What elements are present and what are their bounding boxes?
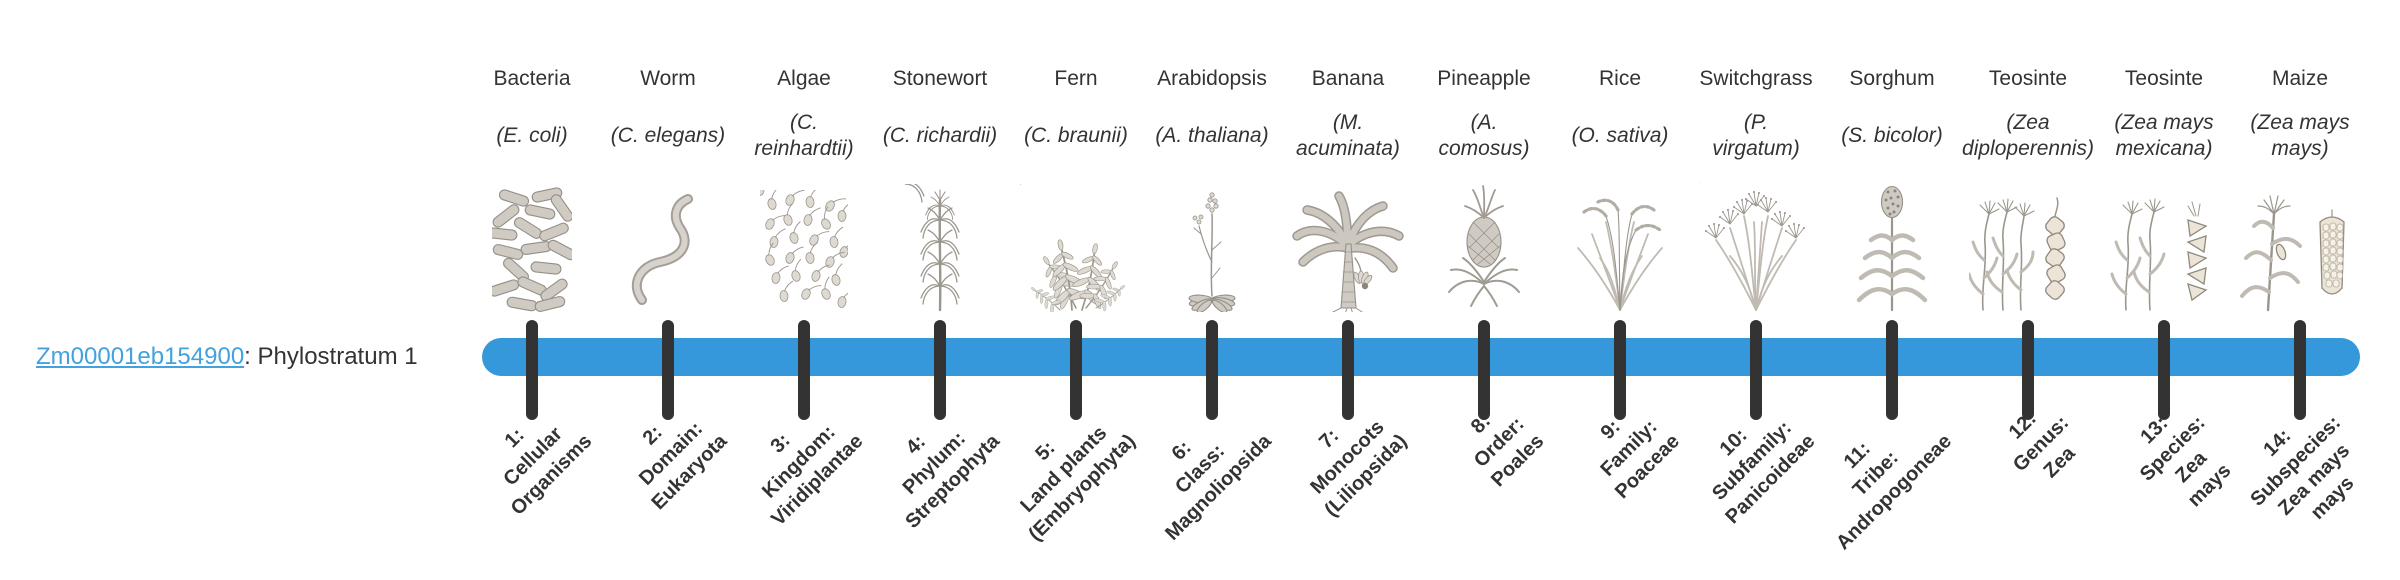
organism-label: Teosinte (Zea mays mexicana) <box>2074 66 2254 162</box>
stratum-label: 8: Order: Poales <box>1466 409 1548 492</box>
organism-label: Stonewort (C. richardii) <box>850 66 1030 162</box>
stratum-label: 13: Species: Zea mays <box>2135 411 2236 512</box>
stratum-label: 11: Tribe: Andropogoneae <box>1831 430 1956 555</box>
organism-label: Bacteria (E. coli) <box>442 66 622 162</box>
teosinte-mexicana-illustration-icon <box>2094 170 2234 312</box>
timeline-tick <box>934 320 946 420</box>
organism-species: (M. acuminata) <box>1296 111 1400 160</box>
timeline-bar <box>482 338 2360 376</box>
timeline-tick <box>1886 320 1898 420</box>
timeline-tick <box>1478 320 1490 420</box>
stratum-label: 14: Subspecies: Zea mays mays <box>2246 411 2359 524</box>
organism-name: Teosinte <box>2124 67 2204 90</box>
switchgrass-illustration-icon <box>1686 170 1826 312</box>
organism-label: Fern (C. braunii) <box>986 66 1166 162</box>
stonewort-illustration-icon <box>870 170 1010 312</box>
organism-species: (E. coli) <box>496 124 568 147</box>
stratum-label: 4: Phylum: Streptophyta <box>898 427 1004 533</box>
organism-label: Sorghum (S. bicolor) <box>1802 66 1982 162</box>
stratum-label: 3: Kingdom: Viridiplantae <box>758 421 868 531</box>
organism-species: (S. bicolor) <box>1841 124 1943 147</box>
fern-illustration-icon <box>1006 170 1146 312</box>
organism-species: (C. richardii) <box>882 124 998 147</box>
organism-label: Teosinte (Zea diploperennis) <box>1938 66 2118 162</box>
worm-illustration-icon <box>598 170 738 312</box>
organism-name: Banana <box>1311 67 1385 90</box>
sorghum-illustration-icon <box>1822 170 1962 312</box>
organism-species: (A. thaliana) <box>1155 124 1269 147</box>
timeline-tick <box>1614 320 1626 420</box>
arabidopsis-illustration-icon <box>1142 170 1282 312</box>
organism-species: (O. sativa) <box>1571 124 1669 147</box>
timeline-tick <box>2022 320 2034 420</box>
stratum-label: 9: Family: Poaceae <box>1596 415 1684 504</box>
timeline-tick <box>1206 320 1218 420</box>
organism-name: Arabidopsis <box>1157 67 1267 90</box>
organism-label: Worm (C. elegans) <box>578 66 758 162</box>
algae-illustration-icon <box>734 170 874 312</box>
organism-label: Algae (C. reinhardtii) <box>714 66 894 162</box>
timeline-tick <box>662 320 674 420</box>
stratum-label: 12: Genus: Zea <box>2004 407 2080 483</box>
timeline-tick <box>2158 320 2170 420</box>
timeline-tick <box>1070 320 1082 420</box>
gene-label: Zm00001eb154900: Phylostratum 1 <box>36 337 418 377</box>
stratum-label: 1: Cellular Organisms <box>498 422 596 520</box>
organism-label: Arabidopsis (A. thaliana) <box>1122 66 1302 162</box>
organism-species: (C. reinhardtii) <box>754 111 854 160</box>
organism-species: (P. virgatum) <box>1712 111 1800 160</box>
organism-name: Worm <box>640 67 696 90</box>
organism-name: Fern <box>1054 67 1098 90</box>
organism-name: Bacteria <box>493 67 571 90</box>
stratum-label: 5: Land plants (Embryophyta) <box>1016 422 1140 546</box>
teosinte-diploperennis-illustration-icon <box>1958 170 2098 312</box>
timeline-tick <box>1342 320 1354 420</box>
organism-name: Rice <box>1598 67 1641 90</box>
banana-illustration-icon <box>1278 170 1418 312</box>
stratum-label: 6: Class: Magnoliopsida <box>1161 430 1276 545</box>
timeline-tick <box>1750 320 1762 420</box>
bacteria-illustration-icon <box>462 170 602 312</box>
organism-label: Pineapple (A. comosus) <box>1394 66 1574 162</box>
maize-illustration-icon <box>2230 170 2370 312</box>
timeline-tick <box>526 320 538 420</box>
organism-name: Stonewort <box>892 67 988 90</box>
gene-link[interactable]: Zm00001eb154900 <box>36 343 245 370</box>
organism-label: Switchgrass (P. virgatum) <box>1666 66 1846 162</box>
organism-species: (Zea diploperennis) <box>1962 111 2094 160</box>
stratum-label: 7: Monocots (Liliopsida) <box>1306 416 1412 522</box>
organism-name: Switchgrass <box>1699 67 1813 90</box>
organism-species: (Zea mays mexicana) <box>2114 111 2214 160</box>
organism-label: Maize (Zea mays mays) <box>2210 66 2390 162</box>
organism-label: Banana (M. acuminata) <box>1258 66 1438 162</box>
organism-name: Algae <box>777 67 831 90</box>
organism-name: Sorghum <box>1849 67 1935 90</box>
organism-label: Rice (O. sativa) <box>1530 66 1710 162</box>
organism-species: (C. elegans) <box>610 124 726 147</box>
timeline-tick <box>798 320 810 420</box>
organism-name: Maize <box>2271 67 2329 90</box>
gene-stratum-text: : Phylostratum 1 <box>244 343 418 370</box>
stratum-label: 10: Subfamily: Panicoideae <box>1708 416 1820 529</box>
organism-species: (C. braunii) <box>1024 124 1128 147</box>
rice-illustration-icon <box>1550 170 1690 312</box>
organism-species: (A. comosus) <box>1438 111 1530 160</box>
stratum-label: 2: Domain: Eukaryota <box>635 417 732 515</box>
timeline-tick <box>2294 320 2306 420</box>
organism-species: (Zea mays mays) <box>2250 111 2350 160</box>
pineapple-illustration-icon <box>1414 170 1554 312</box>
organism-name: Teosinte <box>1988 67 2068 90</box>
organism-name: Pineapple <box>1437 67 1531 90</box>
